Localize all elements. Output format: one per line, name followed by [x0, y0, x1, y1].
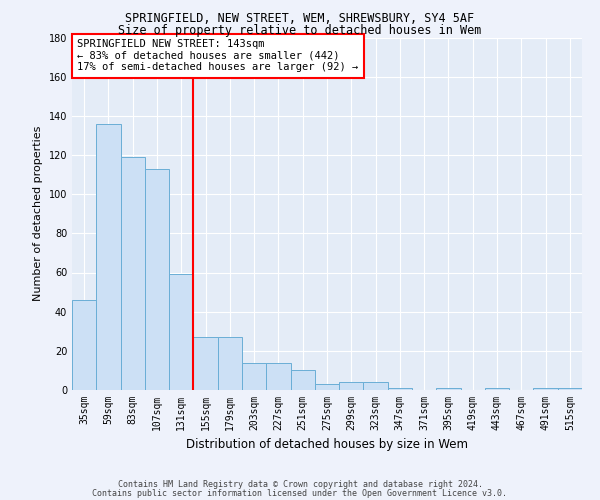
Bar — [169, 274, 193, 390]
Bar — [558, 388, 582, 390]
Bar — [388, 388, 412, 390]
Bar — [485, 388, 509, 390]
Bar — [436, 388, 461, 390]
Y-axis label: Number of detached properties: Number of detached properties — [33, 126, 43, 302]
Text: Contains public sector information licensed under the Open Government Licence v3: Contains public sector information licen… — [92, 489, 508, 498]
Bar — [193, 337, 218, 390]
Bar — [218, 337, 242, 390]
Bar — [266, 362, 290, 390]
Bar — [96, 124, 121, 390]
Text: SPRINGFIELD, NEW STREET, WEM, SHREWSBURY, SY4 5AF: SPRINGFIELD, NEW STREET, WEM, SHREWSBURY… — [125, 12, 475, 26]
Bar — [364, 382, 388, 390]
Bar — [290, 370, 315, 390]
Bar — [533, 388, 558, 390]
Text: Size of property relative to detached houses in Wem: Size of property relative to detached ho… — [118, 24, 482, 37]
Text: Contains HM Land Registry data © Crown copyright and database right 2024.: Contains HM Land Registry data © Crown c… — [118, 480, 482, 489]
Bar — [121, 157, 145, 390]
Bar — [145, 168, 169, 390]
Text: SPRINGFIELD NEW STREET: 143sqm
← 83% of detached houses are smaller (442)
17% of: SPRINGFIELD NEW STREET: 143sqm ← 83% of … — [77, 40, 358, 72]
X-axis label: Distribution of detached houses by size in Wem: Distribution of detached houses by size … — [186, 438, 468, 452]
Bar — [315, 384, 339, 390]
Bar — [339, 382, 364, 390]
Bar — [72, 300, 96, 390]
Bar — [242, 362, 266, 390]
